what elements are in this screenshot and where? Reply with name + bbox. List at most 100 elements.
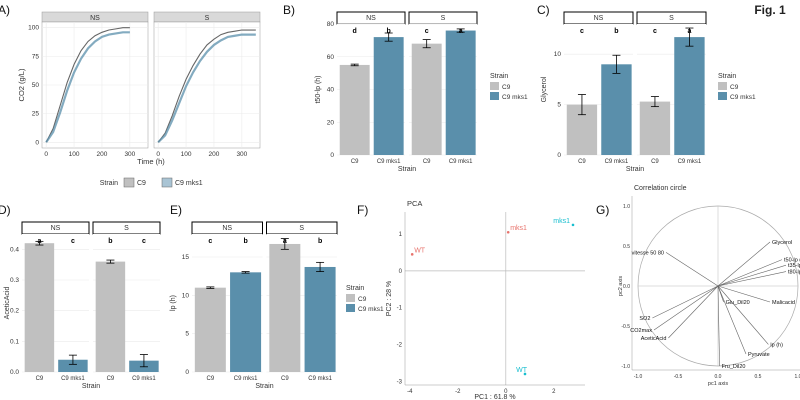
bar-NS-C9-mks1 — [230, 272, 262, 372]
bar-S-C9 — [269, 243, 301, 372]
x-tick-label: C9 mks1 — [605, 159, 629, 165]
y-tick-label: 0.1 — [10, 338, 19, 345]
y-tick-label: 15 — [182, 254, 190, 261]
facet-label-S: S — [124, 225, 129, 232]
panel-label-2: C) — [537, 3, 550, 17]
legend-title: Strain — [718, 73, 736, 80]
y-tick-label: -3 — [397, 379, 403, 385]
bar-NS-C9-mks1 — [373, 37, 404, 155]
loading-vector-5 — [717, 285, 771, 303]
y-axis-label: PC2 : 28 % — [386, 281, 393, 316]
x-tick-label: 300 — [124, 151, 135, 158]
vector-label-5: Malicacid — [772, 300, 795, 306]
loading-vector-3 — [717, 271, 787, 287]
bar-NS-C9 — [339, 64, 370, 155]
significance-letter: c — [71, 238, 75, 245]
vector-label-2: t35-lp (h) — [788, 263, 800, 269]
y-tick-label: 40 — [327, 87, 335, 94]
x-axis-label: Strain — [255, 383, 273, 390]
x-tick-label: 0 — [44, 151, 48, 158]
point-label-2: mks1 — [553, 218, 570, 225]
y-axis-label: t50-lp (h) — [315, 75, 322, 103]
y-tick-label: 100 — [28, 25, 39, 32]
loading-vector-9 — [668, 285, 719, 339]
x-axis-label: Strain — [626, 166, 644, 173]
x-tick-label: 200 — [97, 151, 108, 158]
data-point-2 — [571, 223, 575, 227]
x-tick-label: 100 — [69, 151, 80, 158]
legend-swatch-mks1 — [346, 304, 355, 312]
y-tick-label: 80 — [327, 21, 335, 28]
loading-vector-1 — [717, 259, 783, 287]
y-tick-label: 0.5 — [623, 244, 630, 250]
legend-swatch-mks1 — [718, 92, 727, 100]
facet-label-NS: NS — [594, 15, 604, 22]
panel-label-3: D) — [0, 203, 11, 217]
loading-vector-8 — [653, 285, 719, 331]
series-line-C9-NS — [45, 27, 130, 143]
legend-swatch-c9 — [346, 294, 355, 302]
x-tick-label: 0.0 — [715, 374, 722, 380]
x-tick-label: C9 — [423, 159, 431, 165]
panel-label-5: F) — [357, 203, 368, 217]
y-axis-label: AceticAcid — [4, 287, 11, 320]
bar-S-C9-mks1 — [304, 266, 336, 372]
bar-S-C9-mks1 — [674, 37, 705, 155]
y-tick-label: 1 — [399, 232, 403, 238]
vector-label-11: Pyruvate — [748, 352, 770, 358]
y-tick-label: 10 — [182, 292, 190, 299]
legend-label-mks1: C9 mks1 — [502, 94, 528, 101]
series-line-C9-mks1-S — [157, 33, 256, 144]
figure-label: Fig. 1 — [754, 3, 786, 17]
significance-letter: c — [208, 238, 212, 245]
legend-label-c9: C9 — [730, 84, 739, 91]
x-tick-label: 0 — [504, 389, 508, 395]
y-tick-label: 0 — [399, 269, 403, 275]
significance-letter: b — [387, 28, 391, 35]
loading-vector-10 — [717, 285, 769, 345]
significance-letter: b — [614, 28, 618, 35]
vector-label-3: t80-lp (h) — [788, 270, 800, 276]
y-tick-label: 5 — [185, 331, 189, 338]
y-tick-label: 0.3 — [10, 277, 19, 284]
x-tick-label: C9 mks1 — [449, 159, 473, 165]
facet-label-NS: NS — [222, 225, 232, 232]
x-axis-label: Strain — [82, 383, 100, 390]
bar-NS-C9-mks1 — [601, 64, 632, 155]
point-label-3: WT — [516, 367, 528, 374]
x-tick-label: C9 — [36, 376, 44, 382]
legend-label-c9: C9 — [137, 180, 146, 187]
bar-S-C9 — [411, 43, 442, 155]
y-axis-label: Glycerol — [541, 76, 548, 102]
loading-vector-11 — [717, 285, 747, 355]
facet-label-NS: NS — [366, 15, 376, 22]
x-tick-label: C9 — [107, 376, 115, 382]
legend-swatch-mks1 — [490, 92, 499, 100]
facet-label-S: S — [299, 225, 304, 232]
y-axis-label: lp (h) — [170, 295, 177, 311]
data-point-3 — [523, 372, 527, 376]
vector-label-1: t50-lp (h) — [784, 258, 800, 264]
y-tick-label: 0.0 — [10, 369, 19, 376]
x-tick-label: C9 — [351, 159, 359, 165]
facet-label-S: S — [669, 15, 674, 22]
bar-NS-C9 — [24, 243, 55, 372]
loading-vector-2 — [717, 264, 787, 287]
x-tick-label: C9 — [206, 376, 214, 382]
bar-S-C9 — [95, 261, 126, 372]
x-tick-label: 0.5 — [755, 374, 762, 380]
y-tick-label: -0.5 — [621, 324, 630, 330]
facet-label-S: S — [441, 15, 446, 22]
y-tick-label: 0 — [330, 152, 334, 159]
facet-label-S: S — [205, 15, 210, 22]
facet-label-NS: NS — [90, 15, 100, 22]
legend-swatch-c9 — [718, 82, 727, 90]
bar-S-C9-mks1 — [445, 30, 476, 155]
significance-letter: c — [653, 28, 657, 35]
loading-vector-4 — [665, 252, 719, 287]
x-tick-label: 1.0 — [795, 374, 800, 380]
x-axis-label: PC1 : 61.8 % — [474, 394, 515, 400]
legend-title: Strain — [490, 73, 508, 80]
panel-label-1: B) — [283, 3, 295, 17]
x-tick-label: -1.0 — [634, 374, 643, 380]
